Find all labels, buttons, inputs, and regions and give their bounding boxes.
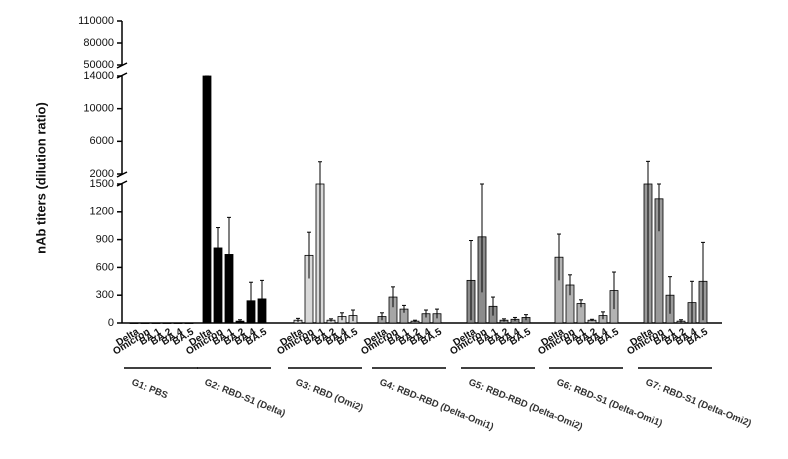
bar [184,322,194,324]
axis-break [116,180,128,187]
bar [140,322,150,324]
y-tick-label: 600 [96,261,114,273]
y-tick-label: 900 [96,234,114,246]
y-axis-label: nAb titers (dilution ratio) [33,102,48,254]
y-tick-label: 300 [96,289,114,301]
y-tick-label: 1500 [90,178,114,190]
y-tick-label: 6000 [90,135,114,147]
y-tick-label: 50000 [83,59,114,71]
y-tick-label: 110000 [78,15,114,27]
bar [129,322,139,324]
y-tick-label: 14000 [83,70,114,82]
bar [173,322,183,324]
y-tick-label: 0 [108,317,114,329]
bar [151,322,161,324]
group-label: G2: RBD-S1 (Delta) [203,377,287,419]
bar [162,322,172,324]
y-tick-label: 80000 [83,37,114,49]
group-label: G3: RBD (Omi2) [294,377,365,414]
y-tick-label: 10000 [83,103,114,115]
y-tick-label: 1200 [90,206,114,218]
group-label: G1: PBS [130,377,169,401]
y-tick-label: 2000 [90,168,114,180]
axis-break [116,72,128,79]
